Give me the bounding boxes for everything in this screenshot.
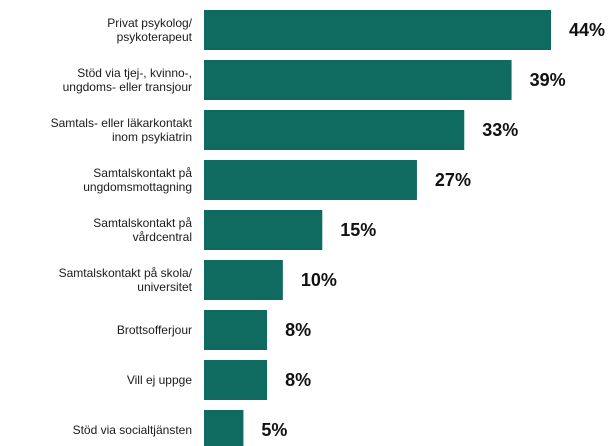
category-label-line: psykoterapeut: [117, 30, 193, 44]
category-label-line: ungdoms- eller transjour: [63, 80, 192, 94]
category-label: Samtals- eller läkarkontakt inom psykiatr…: [51, 116, 193, 144]
category-label: Samtalskontakt på vårdcentral: [93, 216, 192, 244]
category-label-line: Samtalskontakt på skola/: [59, 266, 193, 280]
category-label: Samtalskontakt på skola/universitet: [59, 266, 193, 294]
bar-row: Samtalskontakt på skola/universitet 10%: [59, 260, 337, 300]
bar: [204, 160, 417, 200]
category-label-line: Stöd via socialtjänsten: [73, 423, 192, 437]
value-label: 44%: [569, 20, 605, 40]
bar-row: Privat psykolog/psykoterapeut 44%: [107, 10, 605, 50]
bar: [204, 260, 283, 300]
bar: [204, 310, 268, 350]
category-label-line: Privat psykolog/: [107, 16, 192, 30]
value-label: 15%: [340, 220, 376, 240]
bar-row: Stöd via socialtjänsten 5%: [73, 410, 287, 446]
bar-row: Samtalskontakt på ungdomsmottagning 27%: [83, 160, 471, 200]
category-label-line: vårdcentral: [133, 230, 192, 244]
bar-row: Brottsofferjour 8%: [117, 310, 311, 350]
category-label: Stöd via socialtjänsten: [73, 423, 192, 437]
category-label-line: Samtals- eller läkarkontakt: [51, 116, 193, 130]
category-label-line: universitet: [137, 280, 192, 294]
category-label-line: Stöd via tjej-, kvinno-,: [77, 66, 192, 80]
bar: [204, 410, 244, 446]
value-label: 8%: [285, 320, 311, 340]
bar: [204, 10, 551, 50]
value-label: 8%: [285, 370, 311, 390]
bar: [204, 60, 512, 100]
value-label: 33%: [482, 120, 518, 140]
category-label-line: Samtalskontakt på: [93, 166, 192, 180]
category-label-line: Vill ej uppge: [127, 373, 192, 387]
category-label-line: Brottsofferjour: [117, 323, 192, 337]
category-label: Privat psykolog/psykoterapeut: [107, 16, 192, 44]
bar: [204, 360, 268, 400]
category-label: Stöd via tjej-, kvinno-, ungdoms- eller t…: [63, 66, 192, 94]
value-label: 5%: [261, 420, 287, 440]
category-label-line: ungdomsmottagning: [83, 180, 192, 194]
category-label-line: inom psykiatrin: [112, 130, 192, 144]
category-label: Vill ej uppge: [127, 373, 192, 387]
value-label: 39%: [530, 70, 566, 90]
value-label: 10%: [301, 270, 337, 290]
bar: [204, 210, 323, 250]
category-label: Samtalskontakt på ungdomsmottagning: [83, 166, 192, 194]
bar: [204, 110, 465, 150]
value-label: 27%: [435, 170, 471, 190]
bar-row: Samtals- eller läkarkontakt inom psykiatr…: [51, 110, 518, 150]
bar-row: Stöd via tjej-, kvinno-, ungdoms- eller t…: [63, 60, 566, 100]
bar-row: Samtalskontakt på vårdcentral 15%: [93, 210, 376, 250]
category-label: Brottsofferjour: [117, 323, 192, 337]
category-label-line: Samtalskontakt på: [93, 216, 192, 230]
bar-row: Vill ej uppge 8%: [127, 360, 311, 400]
